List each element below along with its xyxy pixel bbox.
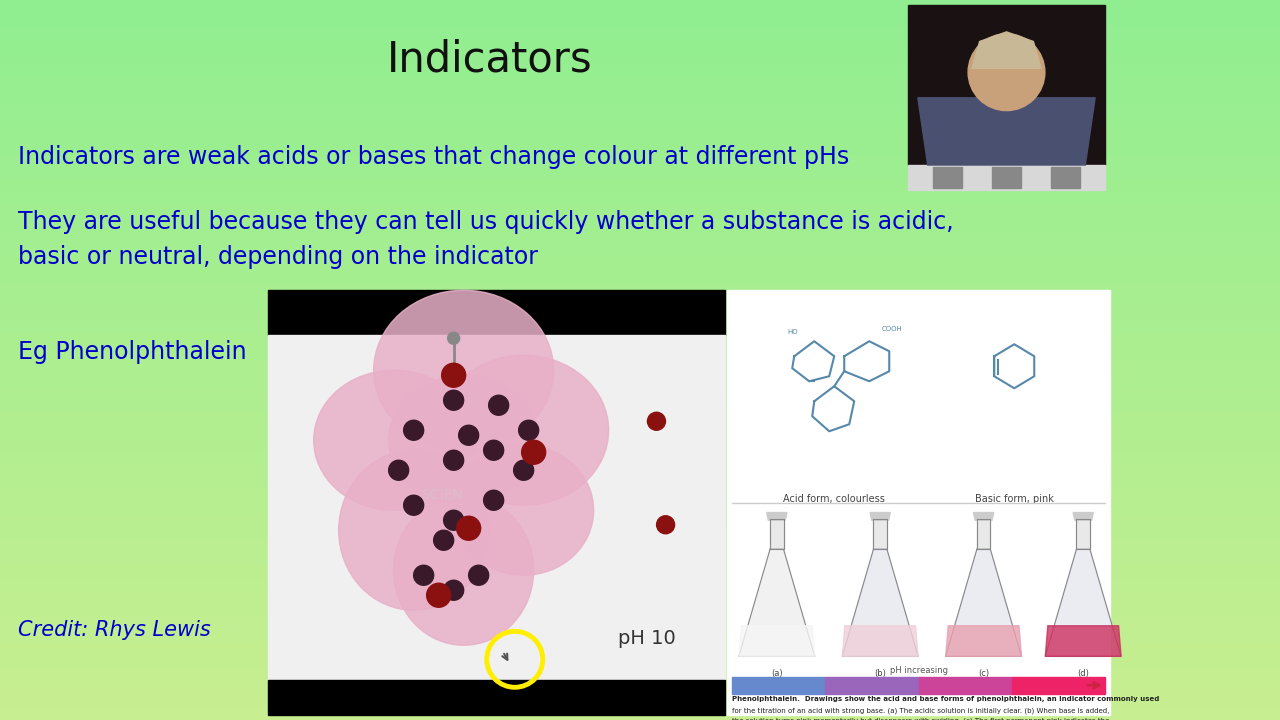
Polygon shape xyxy=(767,513,787,520)
Polygon shape xyxy=(974,513,993,520)
Text: Acid form, colourless: Acid form, colourless xyxy=(783,494,886,504)
Ellipse shape xyxy=(453,445,594,575)
Circle shape xyxy=(648,413,666,431)
Text: Credit: Rhys Lewis: Credit: Rhys Lewis xyxy=(18,620,211,640)
Polygon shape xyxy=(1051,167,1080,188)
Circle shape xyxy=(484,490,503,510)
Circle shape xyxy=(444,580,463,600)
Polygon shape xyxy=(946,626,1021,657)
Polygon shape xyxy=(1046,626,1121,657)
Text: Indicators are weak acids or bases that change colour at different pHs: Indicators are weak acids or bases that … xyxy=(18,145,849,169)
Polygon shape xyxy=(727,290,1110,715)
Polygon shape xyxy=(1076,518,1091,549)
Polygon shape xyxy=(870,513,891,520)
Circle shape xyxy=(444,510,463,530)
Text: SCIEN: SCIEN xyxy=(421,488,462,503)
Text: pH increasing: pH increasing xyxy=(890,666,947,675)
Text: (d): (d) xyxy=(1078,669,1089,678)
Polygon shape xyxy=(826,677,919,694)
Text: the solution turns pink momentarily but disappears with swirling. (c) The first : the solution turns pink momentarily but … xyxy=(732,718,1110,720)
Ellipse shape xyxy=(374,290,554,450)
Circle shape xyxy=(518,420,539,440)
Text: Indicators: Indicators xyxy=(387,39,593,81)
Polygon shape xyxy=(268,335,724,680)
Circle shape xyxy=(468,565,489,585)
Text: COOH: COOH xyxy=(882,326,902,332)
Polygon shape xyxy=(1011,677,1105,694)
Circle shape xyxy=(458,426,479,445)
Polygon shape xyxy=(1073,513,1093,520)
Polygon shape xyxy=(946,549,1021,657)
Ellipse shape xyxy=(389,375,539,505)
Circle shape xyxy=(484,440,503,460)
Polygon shape xyxy=(739,549,814,657)
Circle shape xyxy=(489,395,508,415)
Ellipse shape xyxy=(439,355,609,505)
Polygon shape xyxy=(1046,549,1121,657)
Polygon shape xyxy=(972,32,1041,68)
Polygon shape xyxy=(268,680,724,715)
Text: for the titration of an acid with strong base. (a) The acidic solution is initia: for the titration of an acid with strong… xyxy=(732,708,1110,714)
Text: (a): (a) xyxy=(771,669,782,678)
Circle shape xyxy=(442,364,466,387)
Text: Phenolphthalein.  Drawings show the acid and base forms of phenolphthalein, an i: Phenolphthalein. Drawings show the acid … xyxy=(732,696,1160,702)
Polygon shape xyxy=(842,626,918,657)
Polygon shape xyxy=(739,626,814,657)
Polygon shape xyxy=(771,518,783,549)
Circle shape xyxy=(513,460,534,480)
Text: (b): (b) xyxy=(874,669,886,678)
Polygon shape xyxy=(908,5,1105,165)
Polygon shape xyxy=(873,518,887,549)
Polygon shape xyxy=(732,677,826,694)
Circle shape xyxy=(968,34,1044,111)
Text: They are useful because they can tell us quickly whether a substance is acidic,: They are useful because they can tell us… xyxy=(18,210,954,234)
Circle shape xyxy=(434,530,453,550)
Polygon shape xyxy=(992,167,1021,188)
Text: Basic form, pink: Basic form, pink xyxy=(975,494,1053,504)
Circle shape xyxy=(444,450,463,470)
Circle shape xyxy=(413,565,434,585)
Circle shape xyxy=(448,332,460,344)
Ellipse shape xyxy=(394,495,534,645)
Polygon shape xyxy=(268,290,724,335)
Polygon shape xyxy=(933,167,963,188)
Circle shape xyxy=(426,583,451,607)
Circle shape xyxy=(657,516,675,534)
Circle shape xyxy=(403,495,424,516)
Text: Eg Phenolphthalein: Eg Phenolphthalein xyxy=(18,340,247,364)
Polygon shape xyxy=(842,549,918,657)
Polygon shape xyxy=(977,518,991,549)
Polygon shape xyxy=(908,165,1105,190)
Text: pH 10: pH 10 xyxy=(618,629,676,648)
Ellipse shape xyxy=(339,450,489,611)
Polygon shape xyxy=(918,98,1096,165)
Circle shape xyxy=(403,420,424,440)
Circle shape xyxy=(522,440,545,464)
Circle shape xyxy=(444,390,463,410)
Circle shape xyxy=(389,460,408,480)
Text: basic or neutral, depending on the indicator: basic or neutral, depending on the indic… xyxy=(18,245,538,269)
Circle shape xyxy=(457,516,481,540)
Text: HO: HO xyxy=(787,329,797,336)
Ellipse shape xyxy=(314,370,474,510)
Text: (c): (c) xyxy=(978,669,989,678)
Polygon shape xyxy=(919,677,1011,694)
